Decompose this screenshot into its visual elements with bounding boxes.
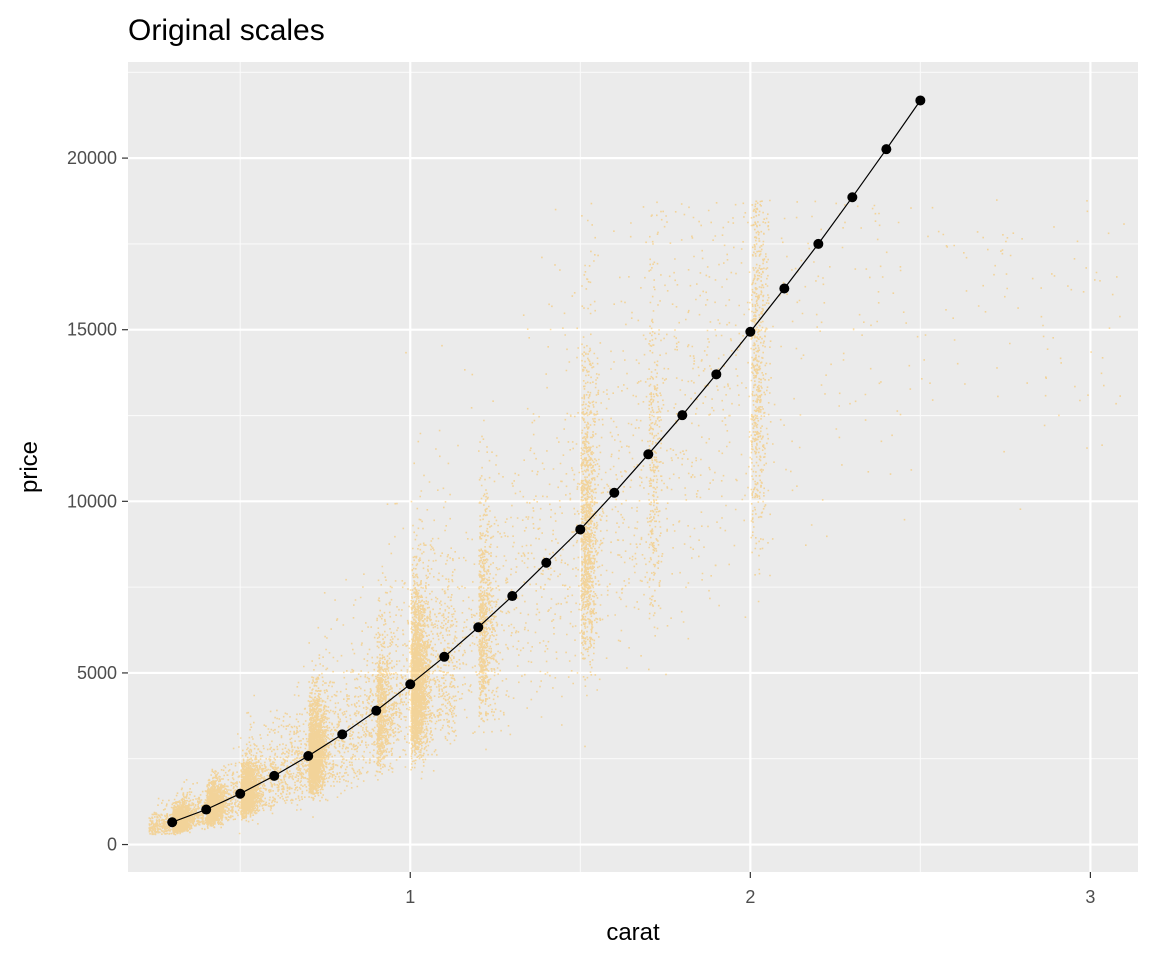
chart-title: Original scales	[128, 14, 325, 47]
y-tick-label: 20000	[67, 148, 117, 168]
x-axis-title: carat	[606, 919, 660, 946]
scatter-points	[148, 199, 1125, 836]
fit-point	[643, 449, 654, 460]
fit-point	[915, 95, 926, 106]
fit-series	[167, 95, 926, 828]
y-tick-label: 10000	[67, 491, 117, 511]
x-tick-label: 1	[405, 887, 415, 907]
y-tick-label: 5000	[77, 663, 117, 683]
fit-point	[711, 369, 722, 380]
fit-point	[779, 283, 790, 294]
minor-gridlines	[128, 62, 1138, 872]
fit-point	[473, 622, 484, 633]
plot-panel	[128, 62, 1138, 872]
fit-point	[507, 591, 518, 602]
y-axis-title: price	[16, 441, 43, 493]
fit-point	[847, 192, 858, 203]
y-axis: 0 5000 10000 15000 20000	[67, 148, 128, 855]
fit-point	[575, 524, 586, 535]
scatter-point-cloud	[148, 199, 1125, 836]
y-tick-label: 0	[107, 835, 117, 855]
fit-point	[745, 326, 756, 337]
x-axis: 1 2 3	[405, 872, 1095, 907]
fit-point	[405, 679, 416, 690]
x-tick-label: 3	[1085, 887, 1095, 907]
fit-point	[881, 144, 892, 155]
fit-point	[371, 705, 382, 716]
major-gridlines	[128, 62, 1138, 872]
fit-point	[439, 651, 450, 662]
fit-point	[541, 557, 552, 568]
fit-point	[167, 817, 178, 828]
fit-point	[201, 804, 212, 815]
fit-point	[609, 487, 620, 498]
fit-point	[813, 238, 824, 249]
x-tick-label: 2	[745, 887, 755, 907]
fit-point	[677, 410, 688, 421]
fit-point	[235, 788, 246, 799]
fit-point	[303, 750, 314, 761]
y-tick-label: 15000	[67, 320, 117, 340]
fit-point	[337, 729, 348, 740]
fit-point	[269, 770, 280, 781]
